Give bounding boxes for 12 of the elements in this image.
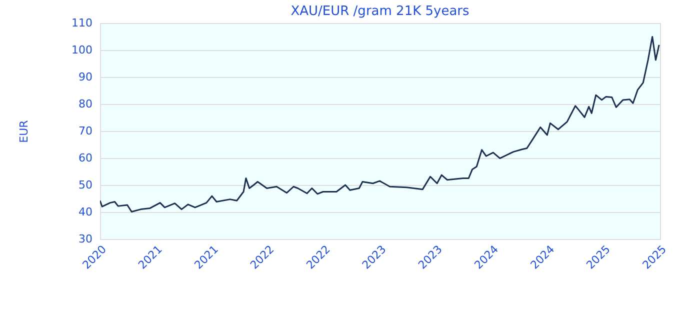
y-tick-label: 70 bbox=[78, 124, 92, 138]
y-tick-label: 100 bbox=[72, 44, 92, 56]
y-tick-label: 30 bbox=[78, 232, 92, 246]
y-tick-label: 80 bbox=[78, 98, 92, 110]
y-tick-label: 50 bbox=[78, 178, 92, 192]
y-tick-label: 90 bbox=[78, 70, 92, 84]
chart-title: XAU/EUR /gram 21K 5years bbox=[290, 4, 470, 19]
y-tick-label: 60 bbox=[78, 152, 92, 164]
line-series bbox=[100, 36, 660, 212]
y-tick-label: 110 bbox=[72, 16, 92, 30]
y-tick-label: 40 bbox=[78, 206, 92, 218]
y-axis-title: EUR bbox=[18, 120, 31, 143]
